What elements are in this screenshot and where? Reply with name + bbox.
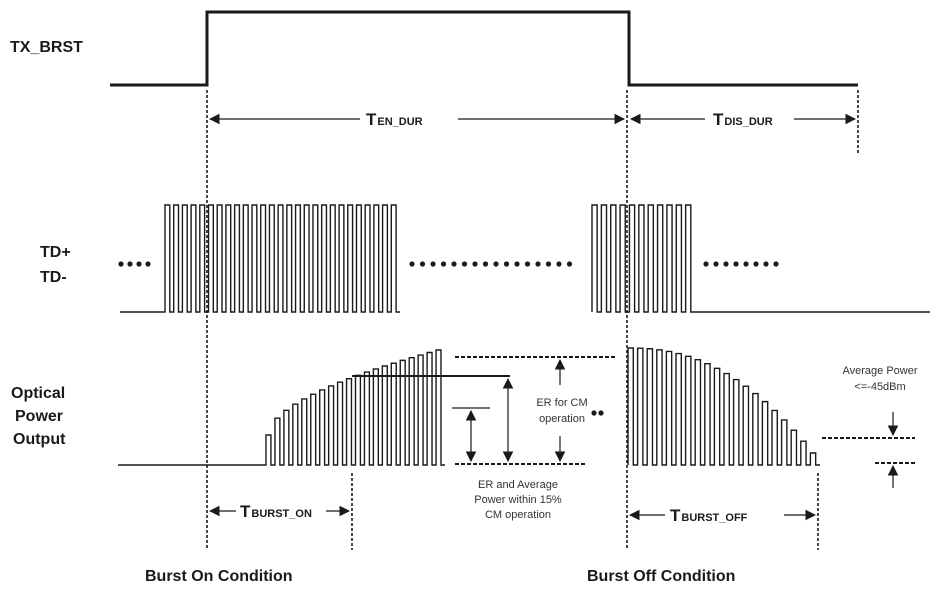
optical-falling-burst [627,347,820,466]
optical-label-line1: Optical [11,385,65,402]
dots-between-bursts [472,261,478,267]
dots-between-bursts [514,261,520,267]
td-waveform-burst-1 [120,204,400,313]
dots-between-bursts [461,261,468,267]
er-avg-label-line1: ER and Average [478,479,558,491]
dots-after-burst [743,261,749,267]
dots-between-bursts [556,261,562,267]
td-plus-label: TD+ [40,244,71,261]
dots-between-bursts [419,261,426,267]
dots-between-bursts [566,261,573,267]
dots-after-burst [763,261,769,267]
dots-between-bursts [440,261,447,267]
dots-optical-gap [598,410,604,416]
dots-between-bursts [524,261,531,267]
dots-between-bursts [545,261,552,267]
td-data-waveform [120,204,930,313]
optical-power-waveform [118,347,820,466]
en-dur-label: TEN_DUR [366,110,423,129]
er-avg-label-line3: CM operation [485,509,551,521]
tx-brst-waveform [110,10,858,87]
dots-before-burst [118,261,124,267]
er-cm-label-line1: ER for CM [536,397,587,409]
dots-between-bursts [451,261,457,267]
dots-between-bursts [493,261,499,267]
td-waveform-burst-2 [591,204,930,313]
optical-rising-burst [118,349,445,466]
dis-dur-label: TDIS_DUR [713,110,773,129]
dots-optical-gap [591,410,597,416]
dots-between-bursts [430,261,436,267]
dots-after-burst [733,261,739,267]
dots-between-bursts [503,261,510,267]
td-minus-label: TD- [40,269,67,286]
er-cm-label-line2: operation [539,413,585,425]
dots-before-burst [136,261,142,267]
optical-label-line3: Output [13,431,66,448]
er-avg-label-line2: Power within 15% [474,494,562,506]
burst-on-label: TBURST_ON [240,502,312,521]
optical-label-line2: Power [15,408,63,425]
dots-between-bursts [409,261,415,267]
dots-after-burst [703,261,709,267]
burst-on-condition-caption: Burst On Condition [145,568,293,585]
burst-off-label: TBURST_OFF [670,506,748,525]
dots-after-burst [723,261,729,267]
dots-before-burst [145,261,151,267]
avg-power-label-line2: <=-45dBm [854,381,905,393]
dots-before-burst [127,261,133,267]
dots-after-burst [713,261,719,267]
dots-after-burst [773,261,779,267]
dots-between-bursts [535,261,541,267]
tx-brst-label: TX_BRST [10,39,83,56]
dots-after-burst [753,261,759,267]
dots-between-bursts [482,261,489,267]
avg-power-label-line1: Average Power [842,365,917,377]
burst-off-condition-caption: Burst Off Condition [587,568,735,585]
continuation-dots [118,261,779,416]
